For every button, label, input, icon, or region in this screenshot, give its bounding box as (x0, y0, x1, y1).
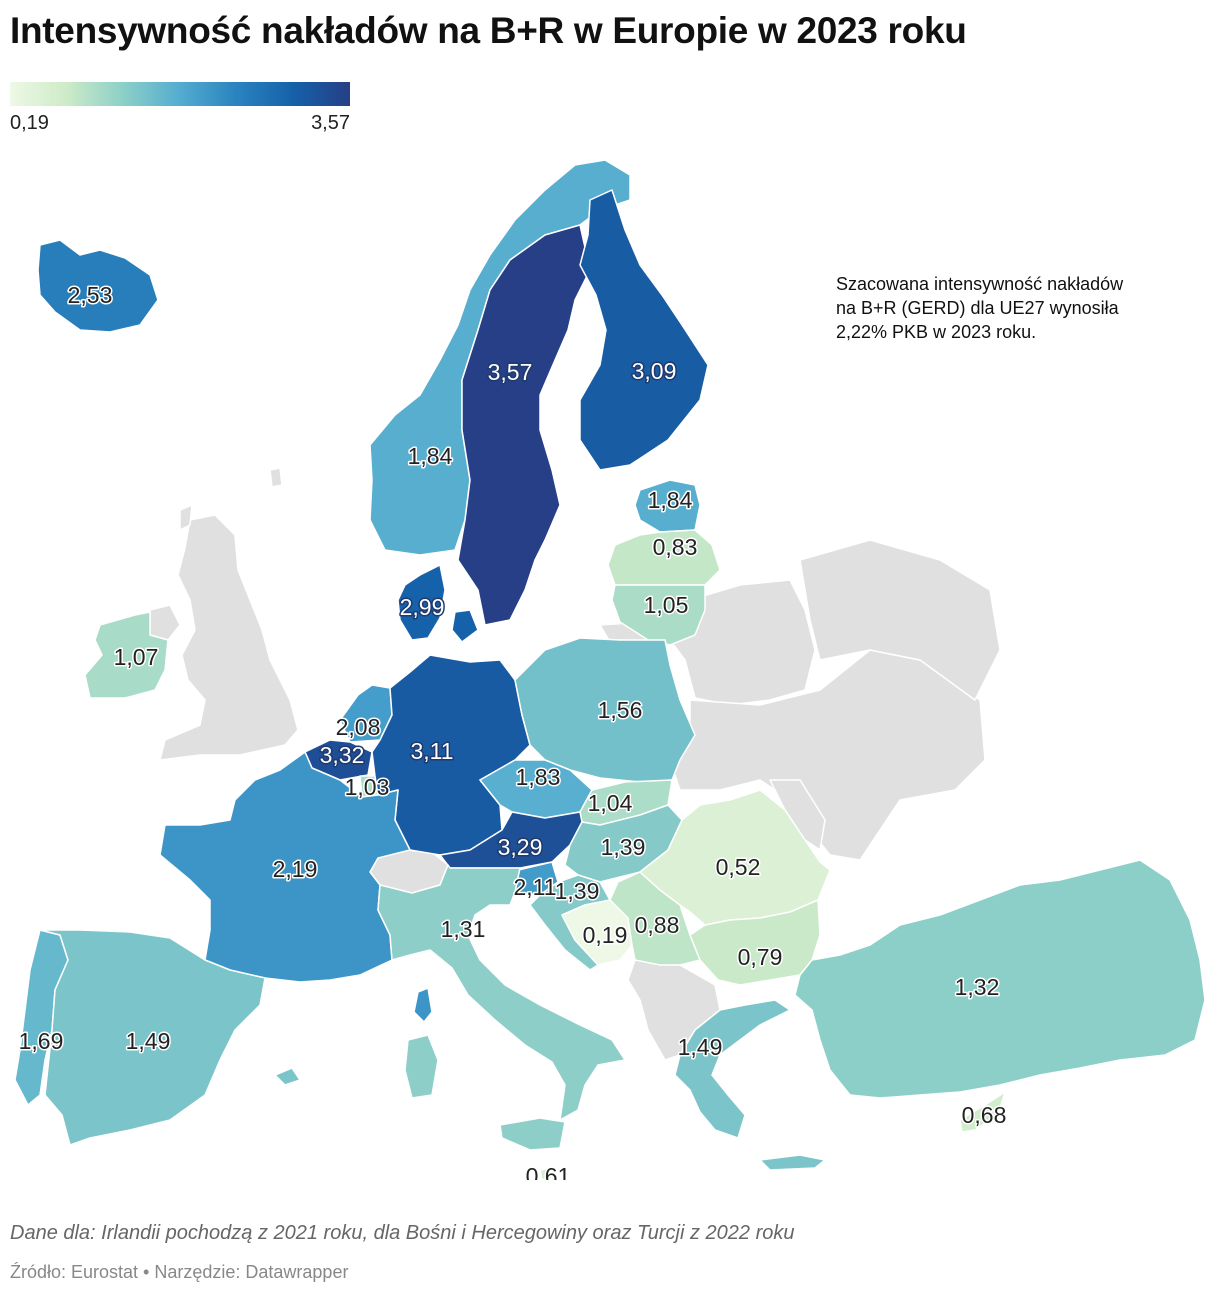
country-northern-ireland (149, 604, 181, 641)
value-label-bosnia: 0,19 (583, 922, 628, 948)
value-label-romania: 0,52 (716, 854, 761, 880)
legend-max-label: 3,57 (311, 112, 350, 134)
value-label-belgium: 3,32 (320, 742, 365, 768)
country-italy[interactable] (377, 864, 626, 1121)
value-labels: 2,53 1,84 3,57 3,09 1,84 0,83 1,05 2,99 … (17, 281, 1008, 1180)
legend-gradient-bar (10, 82, 350, 106)
value-label-estonia: 1,84 (648, 487, 693, 513)
value-label-bulgaria: 0,79 (738, 944, 783, 970)
country-poland[interactable] (514, 637, 696, 783)
value-label-germany: 3,11 (410, 738, 453, 764)
country-ireland[interactable] (84, 611, 169, 699)
country-corsica-france[interactable] (413, 987, 433, 1023)
value-label-serbia: 0,88 (635, 912, 680, 938)
value-label-spain: 1,49 (126, 1028, 171, 1054)
country-turkey[interactable] (794, 859, 1206, 1099)
legend-labels: 0,19 3,57 (10, 112, 350, 134)
value-label-poland: 1,56 (598, 697, 643, 723)
value-label-finland: 3,09 (632, 358, 677, 384)
value-label-portugal: 1,69 (19, 1028, 64, 1054)
country-finland[interactable] (579, 189, 709, 471)
country-balearic-spain[interactable] (274, 1067, 301, 1086)
country-sicily-italy[interactable] (499, 1117, 566, 1151)
source-credit: Źródło: Eurostat • Narzędzie: Datawrappe… (10, 1262, 349, 1282)
data-footnote: Dane dla: Irlandii pochodzą z 2021 roku,… (10, 1222, 795, 1244)
country-iceland[interactable] (37, 239, 159, 333)
country-france[interactable] (159, 751, 411, 983)
color-legend: 0,19 3,57 (10, 82, 350, 134)
value-label-austria: 3,29 (498, 834, 543, 860)
value-label-italy: 1,31 (441, 916, 486, 942)
island-shetland (179, 504, 193, 531)
value-label-iceland: 2,53 (68, 282, 113, 308)
value-label-latvia: 0,83 (653, 534, 698, 560)
value-label-norway: 1,84 (408, 443, 453, 469)
value-label-cyprus: 0,68 (962, 1102, 1007, 1128)
country-lithuania[interactable] (611, 584, 706, 646)
country-cyprus[interactable] (959, 1091, 1006, 1133)
country-denmark[interactable] (397, 564, 479, 643)
country-latvia[interactable] (607, 529, 721, 586)
country-spain[interactable] (39, 929, 266, 1146)
value-label-slovakia: 1,04 (588, 790, 633, 816)
value-label-france: 2,19 (273, 856, 318, 882)
value-label-hungary: 1,39 (601, 834, 646, 860)
value-label-netherlands: 2,08 (336, 714, 381, 740)
page-title: Intensywność nakładów na B+R w Europie w… (10, 10, 967, 51)
eu-average-note: Szacowana intensywność nakładów na B+R (… (836, 274, 1124, 342)
value-label-slovenia: 2,11 (513, 874, 556, 900)
country-bulgaria[interactable] (689, 899, 821, 986)
europe-map: 2,53 1,84 3,57 3,09 1,84 0,83 1,05 2,99 … (14, 159, 1206, 1180)
value-label-czechia: 1,83 (516, 764, 561, 790)
country-united-kingdom (159, 514, 299, 761)
value-label-croatia: 1,39 (555, 878, 600, 904)
country-malta[interactable] (539, 1167, 553, 1180)
value-label-malta: 0,61 (526, 1163, 571, 1180)
value-label-sweden: 3,57 (488, 359, 533, 385)
value-label-ireland: 1,07 (114, 644, 159, 670)
country-sweden[interactable] (457, 224, 591, 626)
country-greece[interactable] (674, 999, 791, 1139)
value-label-luxembourg: 1,03 (345, 774, 390, 800)
island-faroe (269, 467, 283, 488)
legend-min-label: 0,19 (10, 112, 49, 134)
country-sardinia-italy[interactable] (404, 1034, 439, 1099)
value-label-turkey: 1,32 (955, 974, 1000, 1000)
country-russia (799, 539, 1001, 701)
country-crete-greece[interactable] (759, 1154, 826, 1171)
value-label-greece: 1,49 (678, 1034, 723, 1060)
country-romania[interactable] (639, 789, 831, 926)
value-label-denmark: 2,99 (400, 594, 445, 620)
value-label-lithuania: 1,05 (644, 592, 689, 618)
